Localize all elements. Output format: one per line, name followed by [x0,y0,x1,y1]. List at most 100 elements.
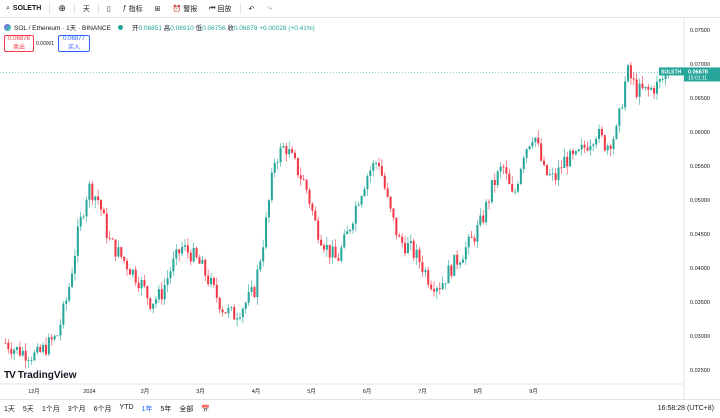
symbol-label: SOLETH [12,5,42,12]
low-value: 0.06756 [202,25,226,32]
candle-body [418,249,421,263]
candle-body [120,247,123,257]
alarm-icon: ⏰ [172,5,182,13]
interval-label: 天 [82,5,90,13]
change-value: +0.00028 (+0.41%) [259,25,315,32]
candle-body [85,199,88,217]
candle-body [285,146,288,155]
calendar-icon[interactable]: 📅 [201,406,211,413]
interval-button[interactable]: 天 [77,0,96,17]
alerts-button[interactable]: ⏰ 警报 [167,0,204,17]
tradingview-name: TradingView [17,370,77,381]
candle-body [27,360,30,362]
chart-legend: SOL / Ethereum · 1天 · BINANCE 开0.06851 高… [4,22,315,32]
candle-body [647,86,650,90]
candle-body [181,246,184,254]
candle-body [50,337,53,340]
x-tick-label: 3月 [196,388,205,395]
y-tick-label: 0.07500 [690,28,710,34]
candle-body [44,344,48,355]
clock[interactable]: 16:58:28 (UTC+8) [657,405,714,412]
market-open-icon [117,24,123,30]
candle-body [102,209,105,214]
bottom-bar: 1天 5天 1个月 3个月 6个月 YTD 1年 5年 全部 📅 16:58:28 (UTC+8… [0,399,720,418]
candle-body [424,270,427,272]
candle-body [456,254,459,265]
candle-body [108,237,111,239]
range-button[interactable]: 1个月 [41,406,60,413]
replay-icon: ⏮ [209,4,216,12]
candle-body [447,265,450,284]
candle-body [155,299,158,304]
range-button[interactable]: 1年 [141,406,153,413]
divider [239,3,241,14]
y-tick-label: 0.06000 [690,130,710,136]
redo-button[interactable]: ↷ [260,0,278,17]
undo-button[interactable]: ↶ [243,0,261,17]
candle-body [305,180,308,190]
candle-body [635,79,638,97]
high-value: 0.06910 [170,25,194,32]
candle-body [409,241,412,243]
price-chart[interactable]: 0.07500 0.07000 0.06500 0.06000 0.05500 0.050… [0,18,720,399]
tradingview-icon: TV [4,370,16,381]
x-tick-label: 2月 [141,388,150,395]
range-button[interactable]: 全部 [179,406,194,413]
sell-label: 卖出 [12,45,25,51]
range-button[interactable]: 6个月 [93,406,112,413]
candle-body [661,79,664,80]
candle-body [655,81,658,94]
candle-body [621,107,624,109]
candle-body [563,156,566,169]
candle-body [62,303,65,325]
range-button[interactable]: YTD [119,404,134,411]
plus-circle-icon: ⊕ [58,3,66,13]
compare-button[interactable]: ⊕ [52,0,72,17]
candle-body [259,261,262,270]
candle-body [404,242,407,254]
tradingview-logo[interactable]: TV TradingView [4,370,77,381]
candle-body [241,308,244,318]
candle-body [592,144,595,146]
close-value: 0.06878 [233,25,258,32]
candle-body [600,128,603,136]
candle-body [351,223,354,230]
candle-body [641,83,644,89]
price-tag-bg [684,67,720,82]
candles-icon: ▯ [106,5,111,13]
candle-body [320,239,323,246]
low-label: 低 [195,25,203,32]
candle-body [427,270,430,285]
candle-body [522,157,525,170]
range-button[interactable]: 5年 [160,406,172,413]
candle-body [230,307,233,308]
layouts-button[interactable]: ⊞ [149,0,167,17]
candle-type-button[interactable]: ▯ [101,0,117,17]
candle-body [293,152,297,159]
candle-body [369,170,372,177]
candle-body [430,284,433,290]
candle-body [441,283,444,290]
candle-body [514,191,517,193]
candle-body [488,201,491,203]
buy-button[interactable]: 0.06877 买入 [58,35,90,52]
candle-body [360,196,363,205]
candle-body [47,337,50,355]
candle-body [198,257,201,264]
symbol-search[interactable]: ⌕ SOLETH [0,0,47,17]
candle-body [59,324,62,336]
sell-button[interactable]: 0.06876 卖出 [4,35,34,52]
range-button[interactable]: 5天 [22,406,34,413]
candle-body [204,259,207,276]
candle-body [566,156,569,167]
candle-body [337,257,340,261]
indicators-button[interactable]: ƒ 指标 [117,0,149,17]
replay-button[interactable]: ⏮ 回放 [203,0,237,17]
range-button[interactable]: 3个月 [67,406,86,413]
range-button[interactable]: 1天 [4,406,15,413]
buy-price: 0.06877 [63,36,85,42]
candle-body [383,175,386,189]
candle-body [53,335,56,340]
candle-body [473,237,476,242]
candle-body [632,78,635,80]
